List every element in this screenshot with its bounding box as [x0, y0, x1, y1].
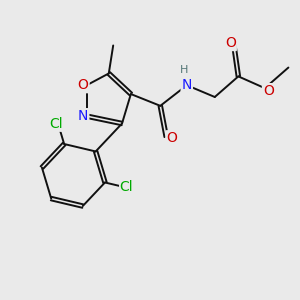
- Text: N: N: [78, 109, 88, 123]
- Text: N: N: [182, 78, 192, 92]
- Text: H: H: [180, 65, 188, 76]
- Text: O: O: [78, 78, 88, 92]
- Text: Cl: Cl: [120, 180, 133, 194]
- Text: Cl: Cl: [49, 117, 62, 131]
- Text: O: O: [167, 131, 178, 145]
- Text: O: O: [225, 36, 236, 50]
- Text: O: O: [263, 84, 274, 98]
